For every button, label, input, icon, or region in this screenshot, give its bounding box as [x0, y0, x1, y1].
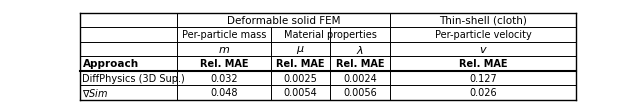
Text: 0.026: 0.026 [469, 88, 497, 97]
Text: DiffPhysics (3D Sup.): DiffPhysics (3D Sup.) [83, 73, 185, 83]
Text: 0.0054: 0.0054 [284, 88, 317, 97]
Text: $\nabla$$\it{Sim}$: $\nabla$$\it{Sim}$ [83, 87, 109, 98]
Text: Material properties: Material properties [284, 30, 377, 40]
Text: Rel. MAE: Rel. MAE [276, 59, 325, 69]
Text: Rel. MAE: Rel. MAE [336, 59, 385, 69]
Text: Deformable solid FEM: Deformable solid FEM [227, 16, 340, 26]
Text: $\lambda$: $\lambda$ [356, 43, 364, 55]
Text: 0.048: 0.048 [210, 88, 237, 97]
Text: 0.032: 0.032 [210, 73, 237, 83]
Text: $\mu$: $\mu$ [296, 43, 305, 55]
Text: Per-particle mass: Per-particle mass [182, 30, 266, 40]
Text: Per-particle velocity: Per-particle velocity [435, 30, 531, 40]
Text: Rel. MAE: Rel. MAE [459, 59, 508, 69]
Text: Thin-shell (cloth): Thin-shell (cloth) [439, 16, 527, 26]
Text: 0.0024: 0.0024 [344, 73, 377, 83]
Text: 0.127: 0.127 [469, 73, 497, 83]
Text: 0.0056: 0.0056 [344, 88, 377, 97]
Text: 0.0025: 0.0025 [284, 73, 317, 83]
Text: $v$: $v$ [479, 44, 487, 54]
Text: Approach: Approach [83, 59, 139, 69]
Text: $m$: $m$ [218, 44, 230, 54]
Text: Rel. MAE: Rel. MAE [200, 59, 248, 69]
